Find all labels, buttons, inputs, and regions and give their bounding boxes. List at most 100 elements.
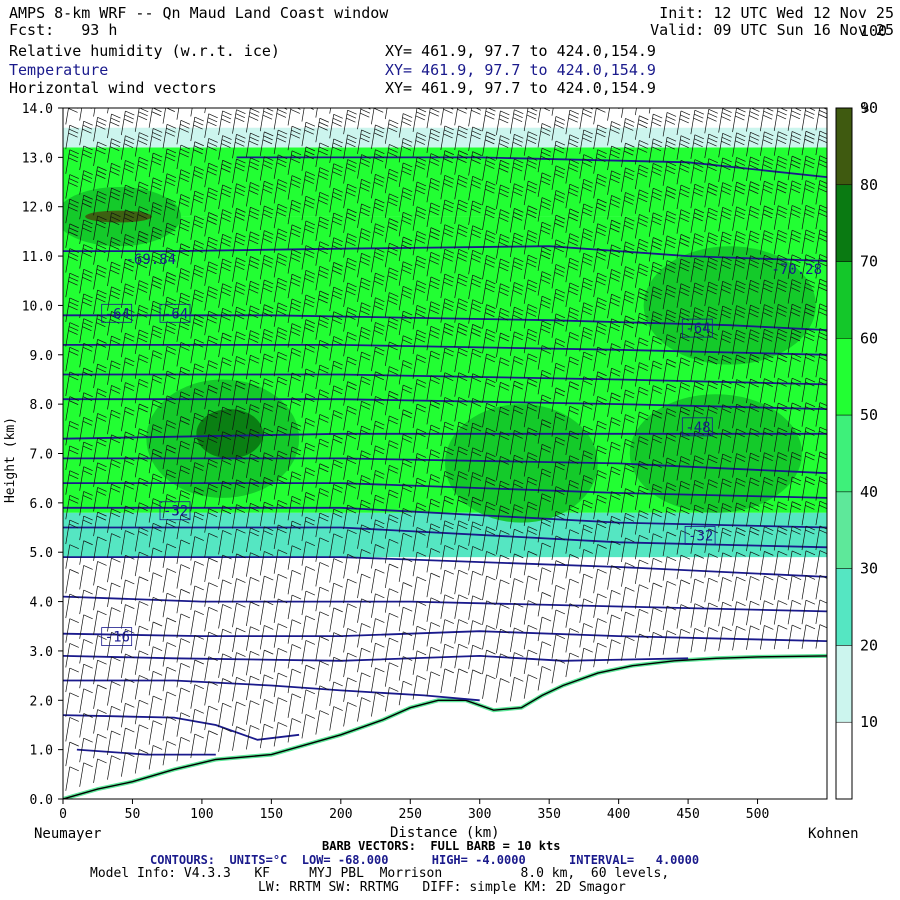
wind-barb-feather: [207, 142, 218, 147]
wind-barb-feather: [124, 410, 134, 416]
wind-barb-shaft: [162, 222, 168, 248]
wind-barb-feather: [208, 508, 218, 513]
wind-barb-shaft: [190, 511, 196, 536]
wind-barb: [190, 166, 204, 191]
wind-barb-feather: [208, 286, 218, 291]
wind-barb-shaft: [65, 569, 71, 594]
wind-barb-feather: [166, 177, 176, 182]
wind-barb-feather: [125, 184, 135, 190]
wind-barb-feather: [556, 92, 565, 96]
wind-barb: [134, 527, 149, 552]
wind-barb-feather: [180, 539, 191, 545]
wind-barb-shaft: [148, 572, 154, 597]
wind-barb-shaft: [79, 318, 85, 343]
wind-barb-feather: [97, 116, 107, 122]
wind-barb-shaft: [148, 350, 154, 375]
wind-barb-feather: [207, 364, 218, 369]
wind-barb-shaft: [134, 576, 140, 601]
wind-barb-feather: [110, 216, 120, 222]
wind-barb-feather: [139, 230, 149, 236]
wind-barb-feather: [208, 557, 218, 563]
wind-barb: [134, 650, 149, 675]
wind-barb-feather: [69, 202, 79, 208]
wind-barb-feather: [69, 223, 79, 229]
wind-barb-feather: [194, 490, 204, 496]
wind-barb: [176, 342, 191, 367]
temperature-contour: [63, 714, 300, 741]
wind-barb-feather: [111, 335, 121, 341]
wind-barb-feather: [166, 123, 177, 129]
wind-barb-shaft: [218, 678, 223, 703]
wind-barb: [190, 314, 204, 339]
wind-barb: [107, 459, 121, 484]
wind-barb: [120, 628, 135, 654]
wind-barb: [93, 709, 107, 734]
wind-barb-shaft: [218, 555, 223, 580]
wind-barb-feather: [69, 474, 79, 479]
wind-barb: [93, 116, 107, 142]
wind-barb-feather: [473, 102, 482, 106]
temperature-contour: [236, 156, 827, 178]
wind-barb: [79, 688, 93, 713]
wind-barb-feather: [194, 244, 204, 249]
wind-barb-feather: [124, 386, 134, 391]
wind-barb-feather: [152, 646, 163, 651]
wind-barb-shaft: [65, 347, 71, 372]
wind-barb-shaft: [190, 289, 196, 314]
wind-barb-shaft: [162, 371, 168, 396]
wind-barb-shaft: [176, 391, 182, 416]
wind-barb: [148, 547, 163, 573]
wind-barb: [162, 568, 177, 593]
wind-barb-feather: [207, 117, 218, 123]
wind-barb-shaft: [120, 727, 126, 753]
wind-barb-feather: [319, 102, 328, 106]
wind-barb-shaft: [134, 675, 140, 700]
wind-barb-feather: [83, 170, 93, 175]
wind-barb-shaft: [190, 117, 196, 142]
wind-barb-shaft: [190, 437, 196, 462]
wind-barb: [120, 727, 135, 753]
wind-barb-feather: [139, 650, 149, 656]
wind-barb-shaft: [176, 441, 182, 466]
wind-barb: [134, 108, 149, 132]
wind-barb-shaft: [93, 240, 98, 265]
wind-barb-feather: [152, 206, 162, 211]
wind-barb-feather: [125, 579, 135, 585]
wind-barb: [93, 684, 107, 709]
wind-barb-feather: [166, 568, 177, 573]
wind-barb: [79, 293, 93, 319]
wind-barb-feather: [653, 93, 662, 97]
wind-barb-feather: [96, 441, 107, 447]
wind-barb: [148, 226, 163, 252]
wind-barb: [79, 170, 93, 195]
wind-barb: [148, 473, 163, 498]
wind-barb: [120, 554, 135, 580]
wind-barb-shaft: [120, 185, 126, 210]
wind-barb-shaft: [134, 650, 140, 675]
wind-barb-shaft: [107, 385, 112, 410]
wind-barb-shaft: [190, 561, 196, 586]
wind-barb-feather: [111, 705, 121, 711]
wind-barb-feather: [97, 215, 107, 221]
wind-barb-feather: [96, 515, 107, 521]
wind-barb-shaft: [162, 445, 168, 470]
wind-barb-feather: [97, 388, 107, 394]
wind-barb: [65, 420, 79, 446]
wind-barb-feather: [152, 720, 163, 726]
wind-barb-feather: [180, 169, 191, 175]
temperature-contour: [63, 630, 827, 642]
wind-barb-feather: [208, 409, 218, 415]
wind-barb: [65, 692, 79, 717]
wind-barb-feather: [194, 610, 204, 615]
wind-barb-feather: [137, 164, 148, 170]
wind-barb: [93, 610, 107, 635]
wind-barb-feather: [125, 135, 135, 141]
wind-barb-shaft: [204, 730, 210, 755]
wind-barb-feather: [179, 177, 189, 183]
wind-barb-feather: [166, 424, 176, 429]
wind-barb-feather: [166, 395, 177, 401]
wind-barb-feather: [123, 192, 134, 198]
wind-barb-shaft: [120, 530, 126, 555]
wind-barb-feather: [110, 487, 120, 493]
wind-barb-shaft: [176, 169, 182, 194]
